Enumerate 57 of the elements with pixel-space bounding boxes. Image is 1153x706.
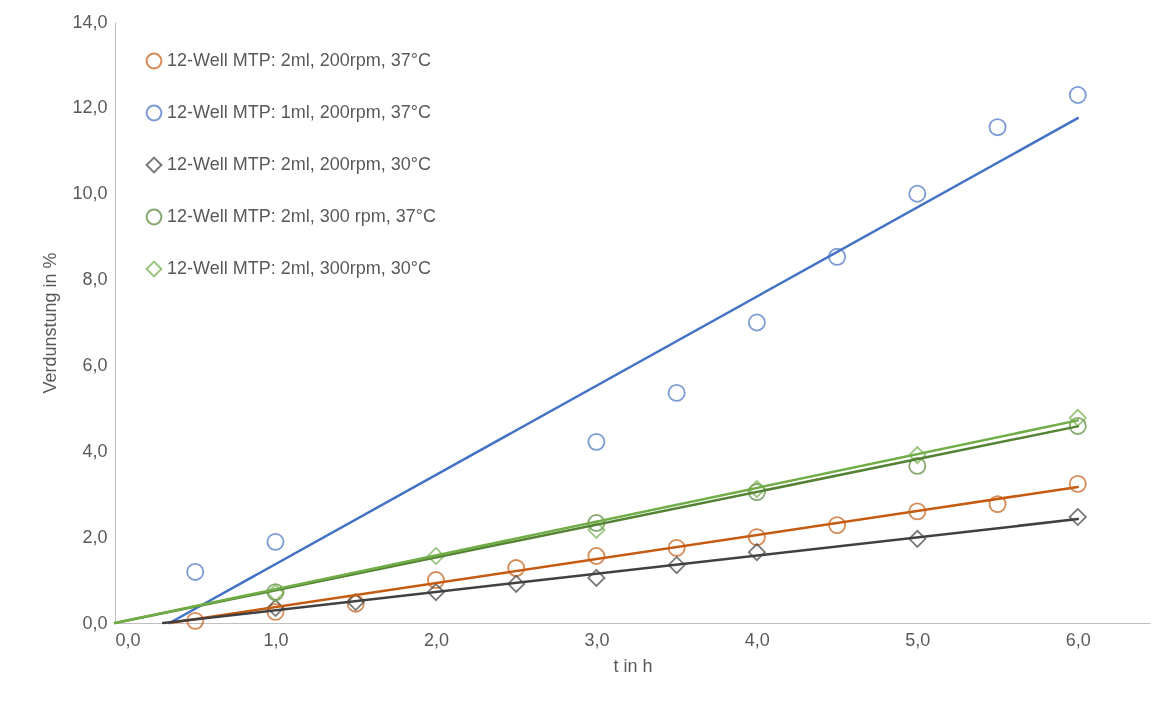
point bbox=[186, 562, 205, 581]
point bbox=[908, 456, 927, 475]
point bbox=[988, 118, 1007, 137]
y-axis-title: Verdunstung in % bbox=[40, 252, 61, 394]
point bbox=[828, 516, 847, 535]
point bbox=[908, 529, 927, 548]
point bbox=[266, 602, 285, 621]
point bbox=[1068, 417, 1087, 435]
point bbox=[747, 313, 766, 332]
point bbox=[667, 383, 686, 402]
point bbox=[426, 583, 445, 602]
point bbox=[1068, 408, 1087, 427]
point bbox=[587, 547, 606, 565]
x-tick-label: 4,0 bbox=[744, 629, 770, 650]
point bbox=[747, 543, 766, 562]
point bbox=[1068, 474, 1087, 493]
point bbox=[1068, 508, 1087, 526]
point bbox=[988, 495, 1007, 514]
x-tick-label: 6,0 bbox=[1065, 629, 1091, 650]
point bbox=[507, 559, 526, 577]
legend-label: 12-Well MTP: 2ml, 300 rpm, 37°C bbox=[167, 206, 436, 226]
point bbox=[908, 184, 927, 203]
legend-label: 12-Well MTP: 2ml, 200rpm, 30°C bbox=[167, 154, 431, 174]
point bbox=[507, 574, 526, 593]
point bbox=[587, 514, 606, 532]
point bbox=[266, 599, 285, 617]
point bbox=[266, 532, 285, 551]
x-tick-label: 2,0 bbox=[423, 629, 449, 650]
point bbox=[1068, 86, 1087, 104]
y-tick-label: 14,0 bbox=[72, 11, 108, 32]
x-axis-title: t in h bbox=[613, 655, 653, 676]
y-tick-label: 2,0 bbox=[82, 526, 108, 547]
y-tick-label: 8,0 bbox=[82, 269, 108, 290]
point bbox=[828, 247, 847, 266]
legend-label: 12-Well MTP: 1ml, 200rpm, 37°C bbox=[167, 102, 431, 122]
y-tick-label: 0,0 bbox=[82, 612, 108, 633]
point bbox=[186, 611, 205, 630]
legend-label: 12-Well MTP: 2ml, 200rpm, 37°C bbox=[167, 50, 431, 70]
point bbox=[426, 547, 445, 565]
point bbox=[908, 446, 927, 465]
point bbox=[587, 568, 606, 587]
x-tick-label: 1,0 bbox=[263, 629, 289, 650]
point bbox=[908, 502, 927, 521]
y-tick-label: 10,0 bbox=[72, 183, 108, 204]
x-tick-label: 5,0 bbox=[905, 629, 931, 650]
point bbox=[426, 571, 445, 590]
y-tick-label: 12,0 bbox=[72, 97, 108, 118]
point bbox=[587, 432, 606, 451]
point bbox=[667, 556, 686, 575]
point bbox=[667, 538, 686, 557]
x-tick-label: 0,0 bbox=[115, 629, 141, 650]
y-tick-label: 4,0 bbox=[82, 440, 108, 461]
legend-label: 12-Well MTP: 2ml, 300rpm, 30°C bbox=[167, 258, 431, 278]
point bbox=[587, 520, 606, 539]
x-tick-label: 3,0 bbox=[584, 629, 610, 650]
point bbox=[747, 528, 766, 547]
y-tick-label: 6,0 bbox=[82, 354, 108, 375]
